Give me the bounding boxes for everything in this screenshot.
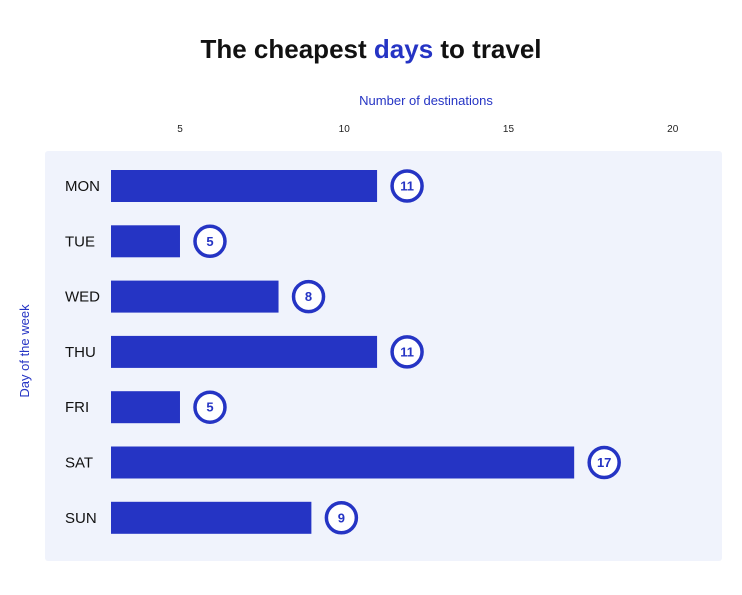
category-label: WED	[65, 289, 100, 306]
data-label: 8	[305, 289, 312, 304]
value-badge	[291, 279, 326, 314]
category-label: TUE	[65, 233, 95, 250]
chart-title-suffix: to travel	[440, 34, 541, 64]
x-tick-label: 15	[503, 124, 515, 135]
category-labels: MON TUE WED THU FRI SAT SUN	[65, 178, 100, 527]
x-axis-ticks: 5 10 15 20	[177, 124, 679, 135]
chart-title-accent: days	[374, 34, 433, 64]
data-label: 5	[206, 234, 213, 249]
data-label: 5	[206, 400, 213, 415]
bar	[111, 501, 312, 534]
bars	[111, 170, 575, 534]
bar	[111, 170, 378, 202]
x-axis-label: Number of destinations	[359, 93, 493, 108]
chart-title-bold: cheapest	[254, 34, 367, 64]
data-label: 17	[597, 455, 611, 470]
category-label: MON	[65, 178, 100, 195]
bar	[111, 391, 180, 424]
category-label: SUN	[65, 510, 97, 527]
category-label: THU	[65, 344, 96, 361]
category-label: SAT	[65, 455, 93, 472]
bar	[111, 446, 575, 479]
chart-title-prefix: The	[200, 34, 246, 64]
x-tick-label: 5	[177, 124, 183, 135]
value-badges: 11 5 8 11 5 17 9	[193, 169, 621, 535]
x-tick-label: 20	[667, 124, 679, 135]
bar	[111, 335, 378, 368]
value-badge	[390, 169, 424, 203]
value-badge	[193, 224, 227, 259]
x-tick-label: 10	[339, 124, 351, 135]
y-axis-label: Day of the week	[17, 304, 32, 398]
data-label: 11	[400, 179, 414, 194]
chart-title: The cheapest days to travel	[200, 34, 541, 64]
value-badge	[587, 445, 621, 480]
data-label: 9	[338, 510, 345, 525]
bar	[111, 280, 279, 313]
bar	[111, 225, 180, 258]
value-badge	[193, 390, 227, 424]
data-label: 11	[400, 344, 414, 359]
value-badge	[390, 335, 424, 369]
value-badge	[324, 501, 359, 535]
category-label: FRI	[65, 399, 89, 416]
